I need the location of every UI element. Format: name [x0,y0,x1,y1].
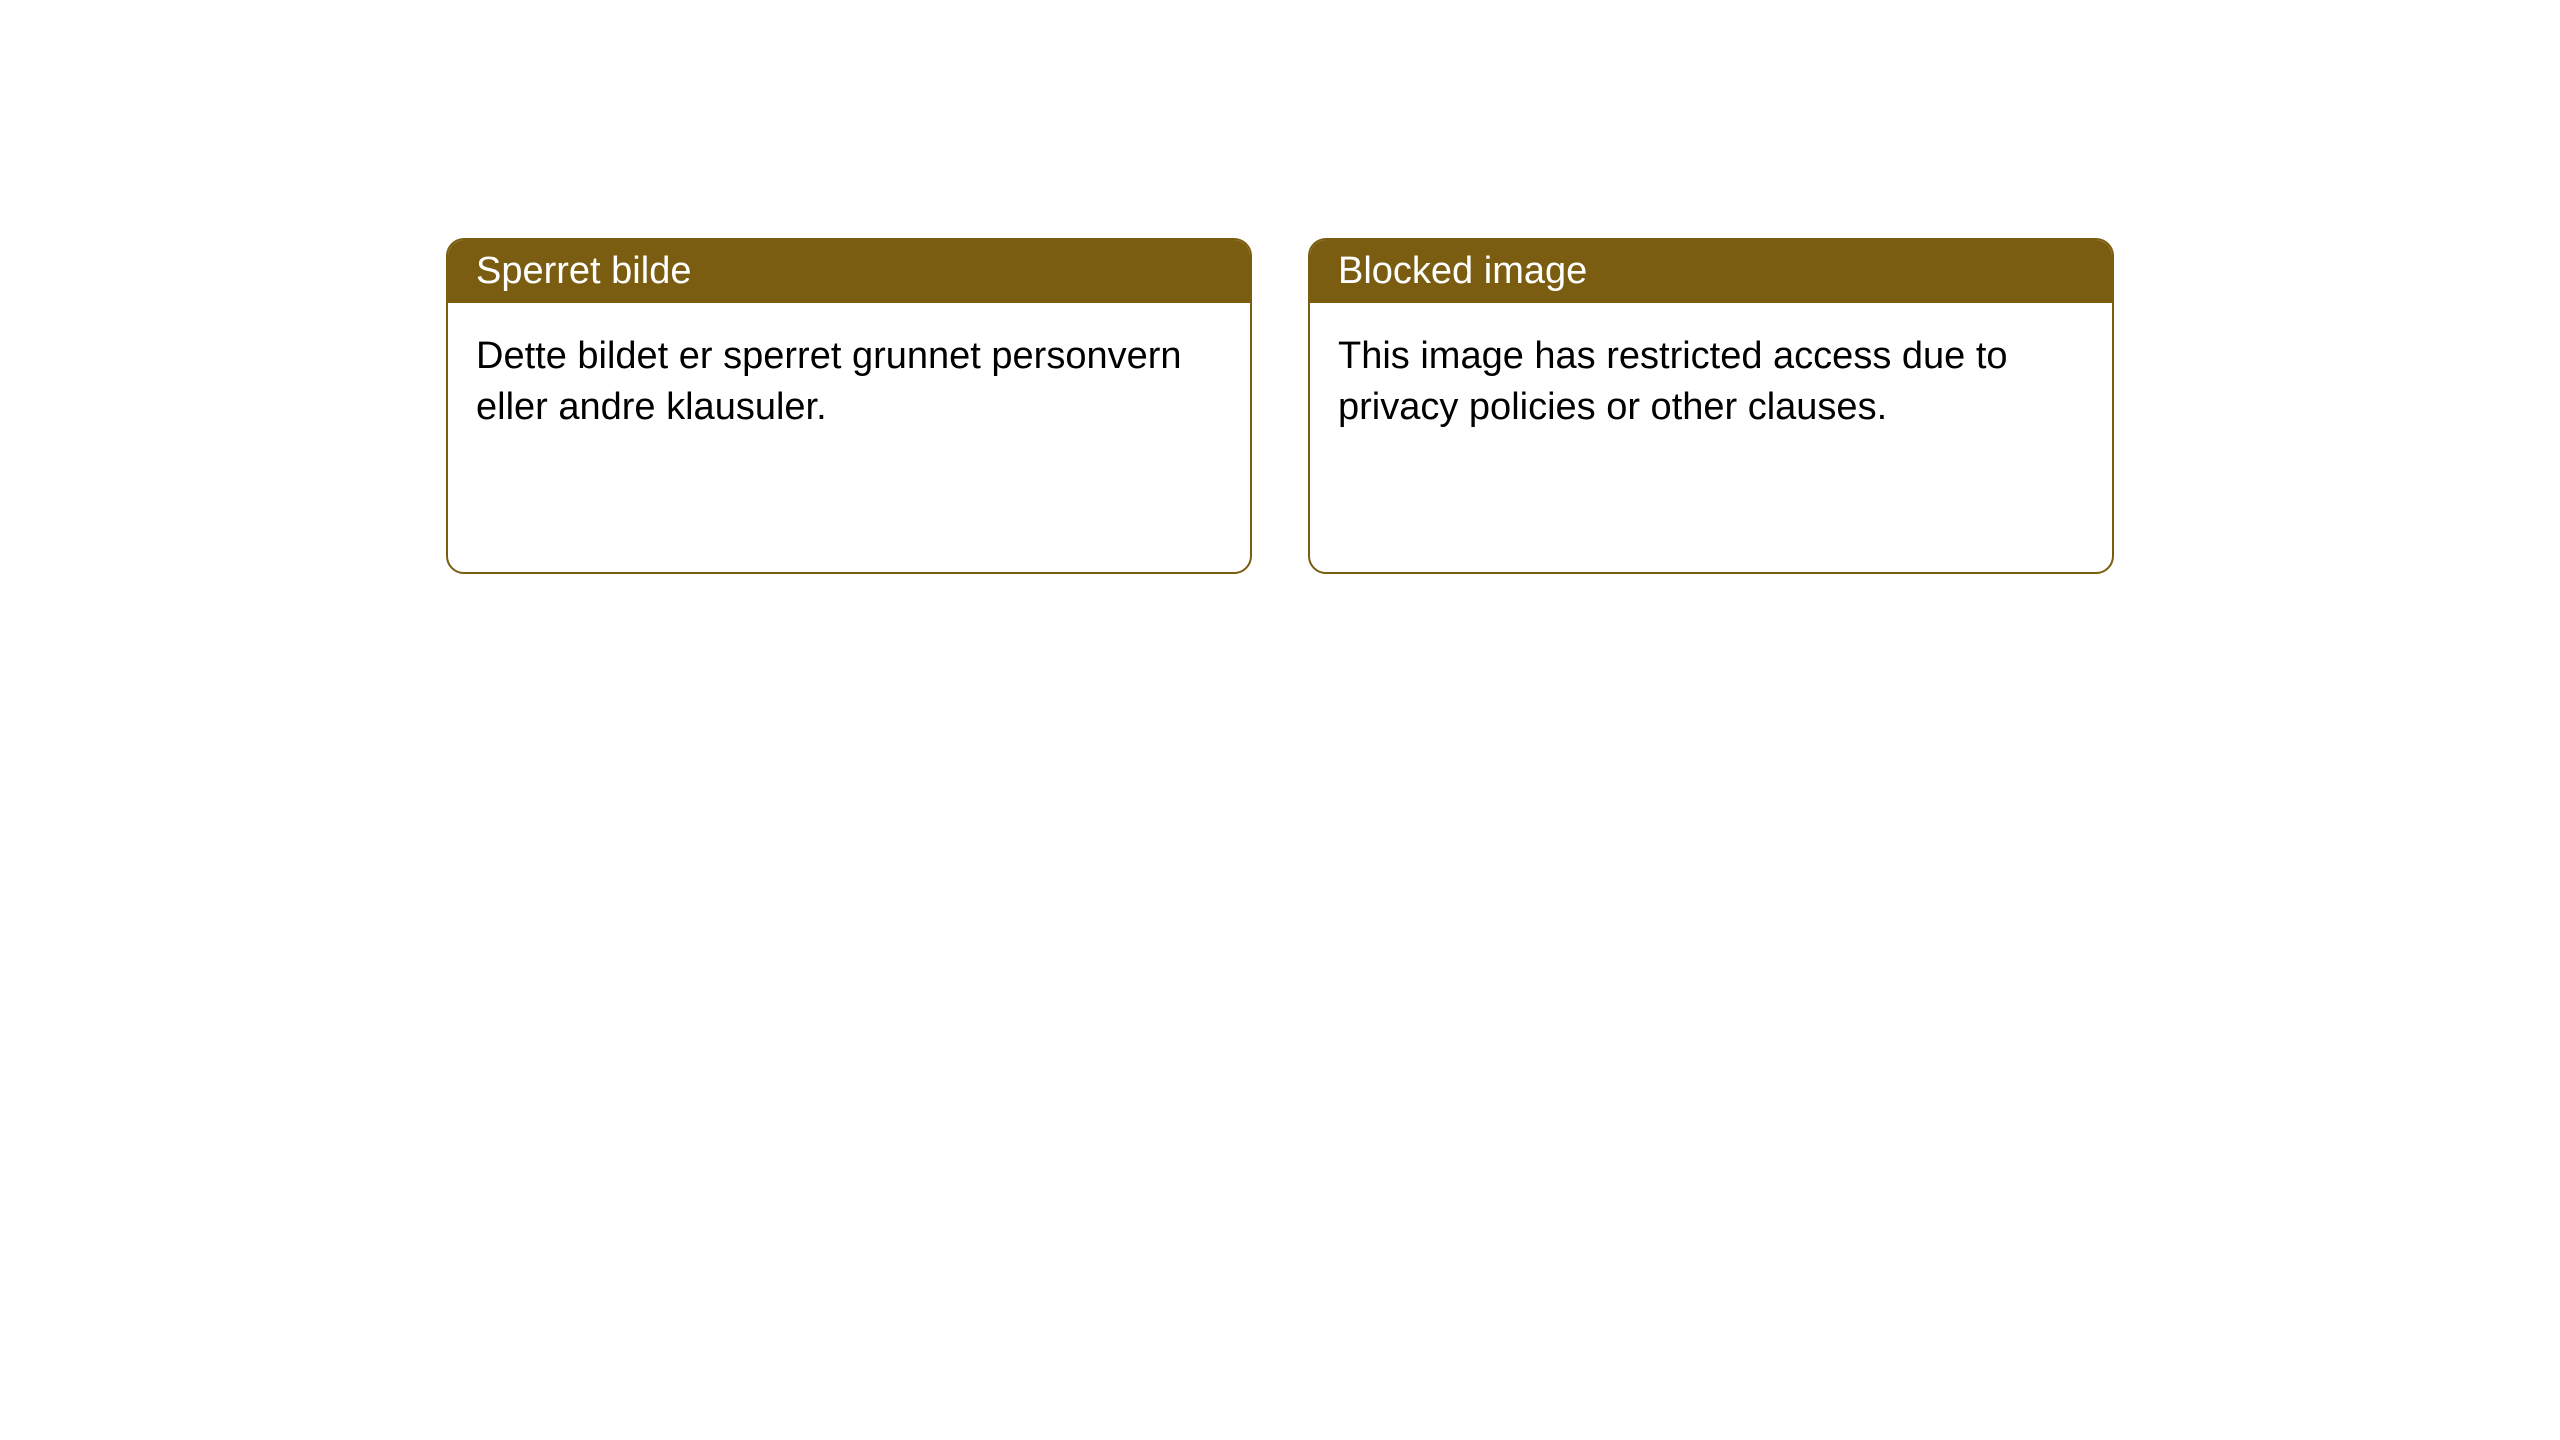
notice-title: Blocked image [1338,250,1587,292]
notice-body: This image has restricted access due to … [1310,303,2112,462]
notice-body: Dette bildet er sperret grunnet personve… [448,303,1250,462]
notice-text: This image has restricted access due to … [1338,335,2008,428]
notice-header: Blocked image [1310,240,2112,303]
notice-title: Sperret bilde [476,250,691,292]
notice-card-norwegian: Sperret bilde Dette bildet er sperret gr… [446,238,1252,574]
notice-container: Sperret bilde Dette bildet er sperret gr… [0,0,2560,574]
notice-header: Sperret bilde [448,240,1250,303]
notice-text: Dette bildet er sperret grunnet personve… [476,335,1182,428]
notice-card-english: Blocked image This image has restricted … [1308,238,2114,574]
